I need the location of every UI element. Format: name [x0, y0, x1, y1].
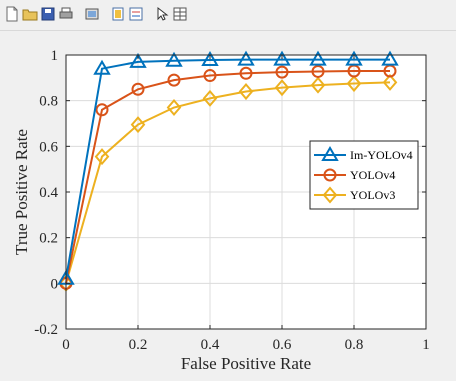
series-line: [65, 58, 390, 279]
data-point: [275, 65, 289, 79]
y-tick-label: 0.6: [39, 139, 58, 155]
y-tick-label: 0.8: [39, 94, 58, 110]
link-plot-icon[interactable]: [110, 6, 126, 22]
series-line: [65, 69, 390, 284]
legend-marker: [323, 168, 337, 182]
series-YOLOv4: [59, 64, 397, 290]
data-point: [94, 148, 110, 166]
data-point: [345, 50, 363, 66]
data-point: [201, 51, 219, 67]
x-tick-label: 0.6: [273, 337, 292, 353]
figure-area: 0 0.2 0.4 0.6 0.8 1 -0.2 0 0.2 0.4 0.6 0.8 1 False P…: [0, 31, 456, 376]
data-point: [310, 76, 326, 94]
y-tick-label: 0: [51, 276, 59, 292]
data-point: [93, 59, 111, 75]
y-tick-label: 0.4: [39, 185, 58, 201]
legend[interactable]: Im-YOLOv4 YOLOv4 YOLOv3: [309, 140, 419, 210]
data-point: [274, 79, 290, 97]
data-point: [239, 66, 253, 80]
tick-labels: 0 0.2 0.4 0.6 0.8 1-0.200.20.40.60.81: [34, 48, 430, 353]
x-tick-label: 0.2: [129, 337, 148, 353]
x-tick-label: 1: [422, 337, 430, 353]
legend-label: Im-YOLOv4: [350, 148, 413, 162]
data-point: [95, 103, 109, 117]
data-point: [346, 75, 362, 93]
x-tick-label: 0: [62, 337, 70, 353]
data-point: [131, 82, 145, 96]
data-point: [202, 89, 218, 107]
data-point: [311, 64, 325, 78]
series-YOLOv3: [58, 73, 398, 292]
data-point: [203, 69, 217, 83]
series-layer: [57, 50, 399, 292]
roc-chart: 0 0.2 0.4 0.6 0.8 1-0.200.20.40.60.81 False P…: [12, 48, 430, 373]
data-point: [166, 98, 182, 117]
data-point: [129, 52, 147, 68]
export-icon[interactable]: [84, 6, 100, 22]
legend-marker: [322, 186, 338, 204]
x-tick-label: 0.8: [345, 337, 364, 353]
x-axis-label: False Positive Rate: [181, 354, 311, 373]
data-point: [273, 50, 291, 66]
legend-label: YOLOv3: [350, 188, 395, 202]
data-point: [382, 73, 398, 91]
y-tick-label: 1: [51, 48, 59, 64]
save-icon[interactable]: [40, 6, 56, 22]
figure-toolbar: [0, 0, 456, 31]
insert-legend-icon[interactable]: [128, 6, 144, 22]
series-Im-YOLOv4: [57, 50, 399, 285]
data-point: [238, 82, 254, 101]
legend-marker: [321, 146, 339, 161]
property-editor-icon[interactable]: [172, 6, 188, 22]
open-folder-icon[interactable]: [22, 6, 38, 22]
print-icon[interactable]: [58, 6, 74, 22]
data-point: [167, 73, 181, 87]
y-tick-label: 0.2: [39, 231, 58, 247]
data-point: [309, 50, 327, 66]
new-file-icon[interactable]: [4, 6, 20, 22]
data-point: [130, 116, 146, 134]
y-axis-label: True Positive Rate: [12, 129, 31, 255]
data-point: [381, 50, 399, 66]
series-line: [65, 81, 391, 284]
x-tick-label: 0.4: [201, 337, 220, 353]
data-point: [237, 50, 255, 66]
legend-label: YOLOv4: [350, 168, 395, 182]
y-tick-label: -0.2: [34, 322, 58, 338]
pointer-icon[interactable]: [154, 6, 170, 22]
data-point: [165, 51, 183, 67]
